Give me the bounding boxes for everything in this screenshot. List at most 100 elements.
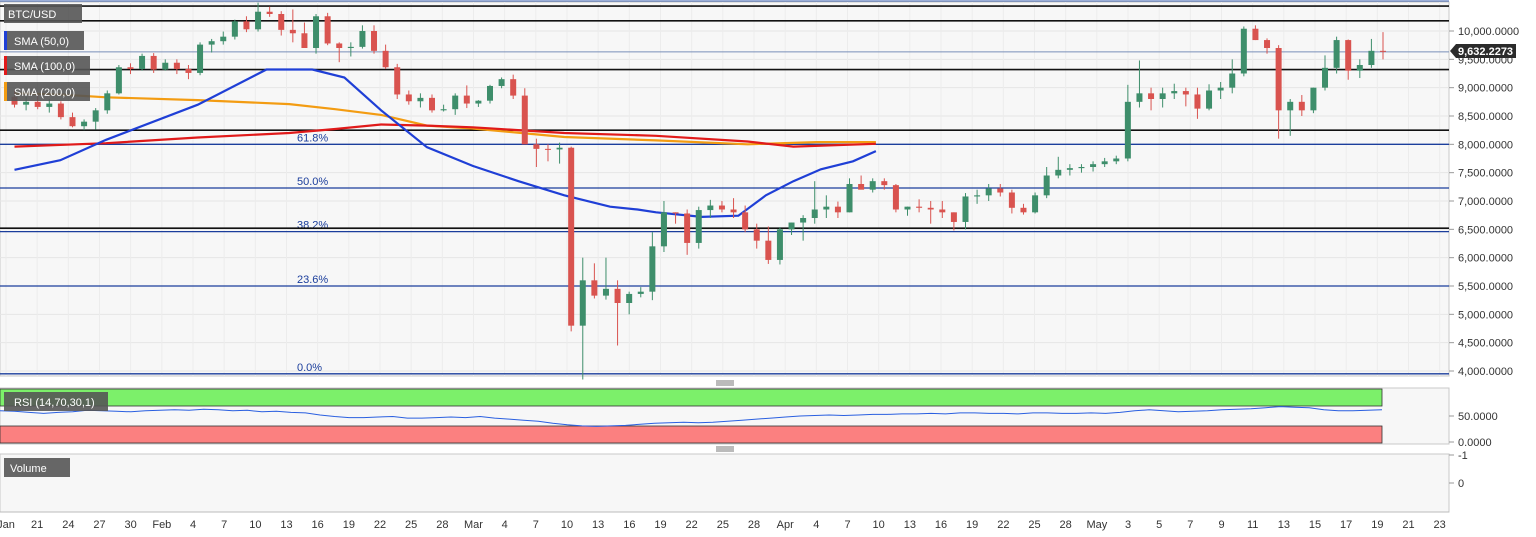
candle[interactable] — [707, 199, 714, 218]
candle[interactable] — [278, 11, 285, 36]
candle[interactable] — [1090, 161, 1097, 172]
candle[interactable] — [69, 112, 76, 128]
candle[interactable] — [371, 25, 378, 54]
sma50-label[interactable]: SMA (50,0) — [14, 36, 69, 48]
sma200-label[interactable]: SMA (200,0) — [14, 87, 75, 99]
candle[interactable] — [46, 99, 53, 113]
pane-resize-handle-1[interactable] — [716, 380, 734, 386]
candle[interactable] — [521, 88, 528, 145]
candle[interactable] — [544, 144, 551, 162]
price-pane[interactable] — [0, 1, 1450, 377]
candle[interactable] — [1043, 167, 1050, 199]
candle[interactable] — [1275, 45, 1282, 139]
candle[interactable] — [185, 65, 192, 80]
candle[interactable] — [881, 178, 888, 190]
candle[interactable] — [800, 215, 807, 241]
candle[interactable] — [1020, 203, 1027, 215]
candle[interactable] — [231, 19, 238, 40]
candle[interactable] — [382, 44, 389, 69]
candle[interactable] — [1136, 60, 1143, 108]
candle[interactable] — [1287, 99, 1294, 136]
candle[interactable] — [1194, 87, 1201, 119]
candle[interactable] — [1217, 82, 1224, 99]
candle[interactable] — [672, 212, 679, 224]
candle[interactable] — [916, 199, 923, 213]
candle[interactable] — [1078, 164, 1085, 173]
candle[interactable] — [637, 287, 644, 298]
candle[interactable] — [1008, 189, 1015, 214]
candle[interactable] — [440, 104, 447, 112]
candle[interactable] — [81, 119, 88, 131]
candle[interactable] — [510, 74, 517, 99]
candle[interactable] — [823, 195, 830, 218]
candle[interactable] — [556, 142, 563, 164]
candle[interactable] — [463, 85, 470, 109]
candle[interactable] — [92, 108, 99, 130]
candle[interactable] — [1206, 84, 1213, 111]
candle[interactable] — [985, 184, 992, 201]
candle[interactable] — [660, 201, 667, 252]
candle[interactable] — [684, 209, 691, 255]
candle[interactable] — [1298, 95, 1305, 116]
candle[interactable] — [429, 94, 436, 113]
candle[interactable] — [475, 100, 482, 107]
candle[interactable] — [1182, 87, 1189, 107]
candle[interactable] — [1032, 192, 1039, 214]
candle[interactable] — [1240, 26, 1247, 77]
candle[interactable] — [1229, 59, 1236, 94]
candle[interactable] — [57, 101, 64, 120]
candle[interactable] — [1310, 87, 1317, 114]
candle[interactable] — [150, 53, 157, 73]
candle[interactable] — [243, 16, 250, 33]
candle[interactable] — [858, 175, 865, 190]
candle[interactable] — [1264, 38, 1271, 54]
candle[interactable] — [1101, 157, 1108, 167]
candle[interactable] — [626, 291, 633, 315]
candle[interactable] — [614, 280, 621, 346]
candle[interactable] — [1333, 36, 1340, 74]
candle[interactable] — [162, 59, 169, 71]
candle[interactable] — [1066, 164, 1073, 176]
candle[interactable] — [1345, 39, 1352, 80]
sma100-label[interactable]: SMA (100,0) — [14, 61, 75, 73]
candle[interactable] — [730, 198, 737, 218]
candle[interactable] — [486, 84, 493, 104]
volume-pane[interactable] — [0, 453, 1450, 513]
candle[interactable] — [1124, 84, 1131, 162]
candle[interactable] — [602, 257, 609, 300]
horizontal-lines[interactable] — [0, 5, 1449, 229]
candle[interactable] — [127, 63, 134, 75]
candle[interactable] — [1356, 59, 1363, 79]
candle[interactable] — [974, 189, 981, 204]
candle[interactable] — [115, 65, 122, 95]
candle[interactable] — [255, 2, 262, 32]
candle[interactable] — [417, 93, 424, 108]
candle[interactable] — [533, 138, 540, 167]
candle[interactable] — [1148, 87, 1155, 111]
candle[interactable] — [869, 178, 876, 193]
candle[interactable] — [962, 193, 969, 230]
candle[interactable] — [939, 201, 946, 218]
candle[interactable] — [591, 263, 598, 299]
rsi-label[interactable]: RSI (14,70,30,1) — [14, 397, 95, 409]
candle[interactable] — [173, 59, 180, 75]
candle[interactable] — [718, 201, 725, 213]
candle[interactable] — [950, 212, 957, 231]
candle[interactable] — [695, 206, 702, 249]
volume-label[interactable]: Volume — [10, 463, 47, 475]
candle[interactable] — [742, 205, 749, 233]
candle[interactable] — [452, 93, 459, 115]
candle[interactable] — [649, 232, 656, 301]
candle[interactable] — [997, 184, 1004, 197]
candle[interactable] — [139, 53, 146, 71]
candle[interactable] — [347, 42, 354, 57]
candle[interactable] — [359, 25, 366, 49]
candle[interactable] — [904, 206, 911, 216]
candle[interactable] — [1159, 87, 1166, 108]
candle[interactable] — [579, 257, 586, 380]
candle[interactable] — [208, 38, 215, 53]
candle[interactable] — [324, 12, 331, 46]
pane-resize-handle-2[interactable] — [716, 446, 734, 452]
candle[interactable] — [104, 90, 111, 114]
candle[interactable] — [1322, 55, 1329, 91]
